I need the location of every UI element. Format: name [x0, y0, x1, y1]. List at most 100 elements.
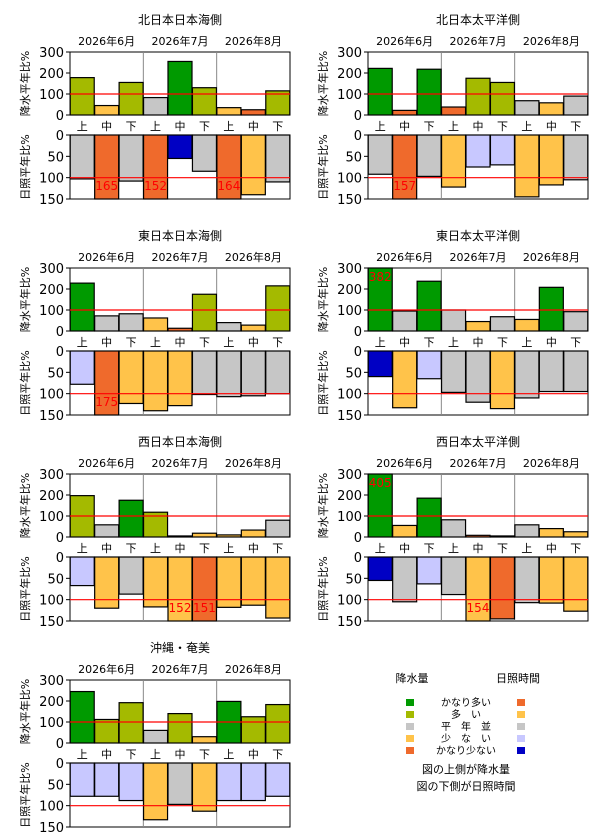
legend-precip-swatch [406, 747, 414, 754]
precip-bar [563, 311, 589, 332]
dekad-label: 上 [223, 120, 234, 133]
sun-tick-label: 100 [39, 388, 64, 403]
sun-bar [118, 762, 144, 802]
dekad-label: 下 [570, 336, 581, 349]
legend-category-label: 少 な い [441, 733, 491, 745]
dekad-label: 中 [175, 120, 186, 133]
sun-axis-label: 日照平年比% [18, 134, 32, 199]
sun-tick-label: 0 [354, 129, 362, 144]
dekad-label: 下 [424, 542, 435, 555]
dekad-label: 下 [199, 120, 210, 133]
sun-bar [563, 350, 589, 393]
precip-tick-label: 300 [39, 46, 64, 61]
sun-axis-label: 日照平年比% [316, 556, 330, 621]
legend-sun-header: 日照時間 [496, 672, 540, 685]
sun-bar [563, 134, 589, 181]
sun-tick-label: 150 [39, 193, 64, 208]
sun-bar [167, 762, 193, 805]
precip-bar [514, 524, 540, 538]
precip-tick-label: 300 [337, 262, 362, 277]
dekad-label: 上 [77, 120, 88, 133]
dekad-label: 下 [199, 748, 210, 761]
precip-bar [392, 310, 418, 332]
precip-tick-label: 300 [39, 468, 64, 483]
region-title: 東日本太平洋側 [436, 228, 520, 243]
legend-precip-swatch [406, 735, 414, 742]
dekad-label: 上 [448, 120, 459, 133]
precip-bar [118, 313, 144, 332]
sun-bar [514, 350, 540, 399]
precip-bar [367, 67, 393, 116]
dekad-label: 上 [375, 542, 386, 555]
dekad-label: 中 [248, 120, 259, 133]
dekad-label: 上 [375, 120, 386, 133]
precip-bar [514, 318, 540, 332]
month-label: 2026年7月 [152, 662, 209, 676]
precip-tick-label: 0 [354, 325, 362, 340]
month-label: 2026年8月 [523, 34, 580, 48]
sun-bar [265, 134, 291, 183]
precip-bar [465, 534, 491, 538]
dekad-label: 上 [77, 542, 88, 555]
dekad-label: 下 [126, 336, 137, 349]
precip-tick-label: 0 [56, 737, 64, 752]
precip-bar [191, 87, 218, 116]
dekad-label: 中 [473, 120, 484, 133]
sun-tick-label: 50 [345, 366, 362, 381]
sun-overflow-label: 157 [393, 179, 416, 193]
dekad-label: 下 [570, 542, 581, 555]
precip-bar [440, 519, 467, 538]
sun-tick-label: 50 [345, 150, 362, 165]
dekad-label: 下 [272, 120, 283, 133]
sun-overflow-label: 151 [193, 601, 216, 615]
dekad-label: 上 [150, 748, 161, 761]
precip-tick-label: 200 [337, 489, 362, 504]
sun-tick-label: 100 [337, 172, 362, 187]
sun-bar [392, 134, 418, 200]
sun-bar [167, 556, 193, 622]
sun-tick-label: 150 [39, 409, 64, 424]
sun-tick-label: 150 [337, 615, 362, 630]
dekad-label: 上 [77, 748, 88, 761]
precip-tick-label: 200 [337, 67, 362, 82]
precip-axis-label: 降水平年比% [316, 51, 330, 116]
precip-bar [94, 524, 120, 538]
precip-tick-label: 0 [56, 109, 64, 124]
precip-tick-label: 100 [337, 304, 362, 319]
sun-tick-label: 50 [47, 366, 64, 381]
month-label: 2026年8月 [225, 456, 282, 470]
dekad-label: 上 [375, 336, 386, 349]
dekad-label: 中 [101, 542, 112, 555]
precip-bar [416, 497, 442, 538]
dekad-label: 下 [272, 336, 283, 349]
sun-tick-label: 50 [47, 150, 64, 165]
sun-bar [142, 134, 169, 200]
dekad-label: 上 [521, 120, 532, 133]
sun-bar [191, 350, 218, 396]
dekad-label: 中 [248, 336, 259, 349]
dekad-label: 中 [101, 336, 112, 349]
sun-tick-label: 0 [56, 551, 64, 566]
precip-bar [392, 524, 418, 538]
sun-bar [514, 134, 540, 198]
precip-bar [240, 716, 266, 744]
sun-bar [69, 556, 95, 587]
precip-tick-label: 100 [39, 510, 64, 525]
sun-tick-label: 50 [47, 778, 64, 793]
sun-bar [118, 350, 144, 405]
precip-tick-label: 0 [56, 325, 64, 340]
dekad-label: 中 [399, 120, 410, 133]
sun-tick-label: 0 [354, 551, 362, 566]
sun-bar [240, 134, 266, 196]
dekad-label: 中 [399, 336, 410, 349]
precip-bar [191, 532, 218, 538]
precip-bar [69, 77, 95, 116]
precip-bar [94, 104, 120, 116]
precip-tick-label: 100 [39, 304, 64, 319]
dekad-label: 下 [497, 336, 508, 349]
sun-bar [265, 350, 291, 395]
sun-bar [167, 350, 193, 407]
precip-tick-label: 200 [39, 695, 64, 710]
precip-bar [265, 285, 291, 332]
